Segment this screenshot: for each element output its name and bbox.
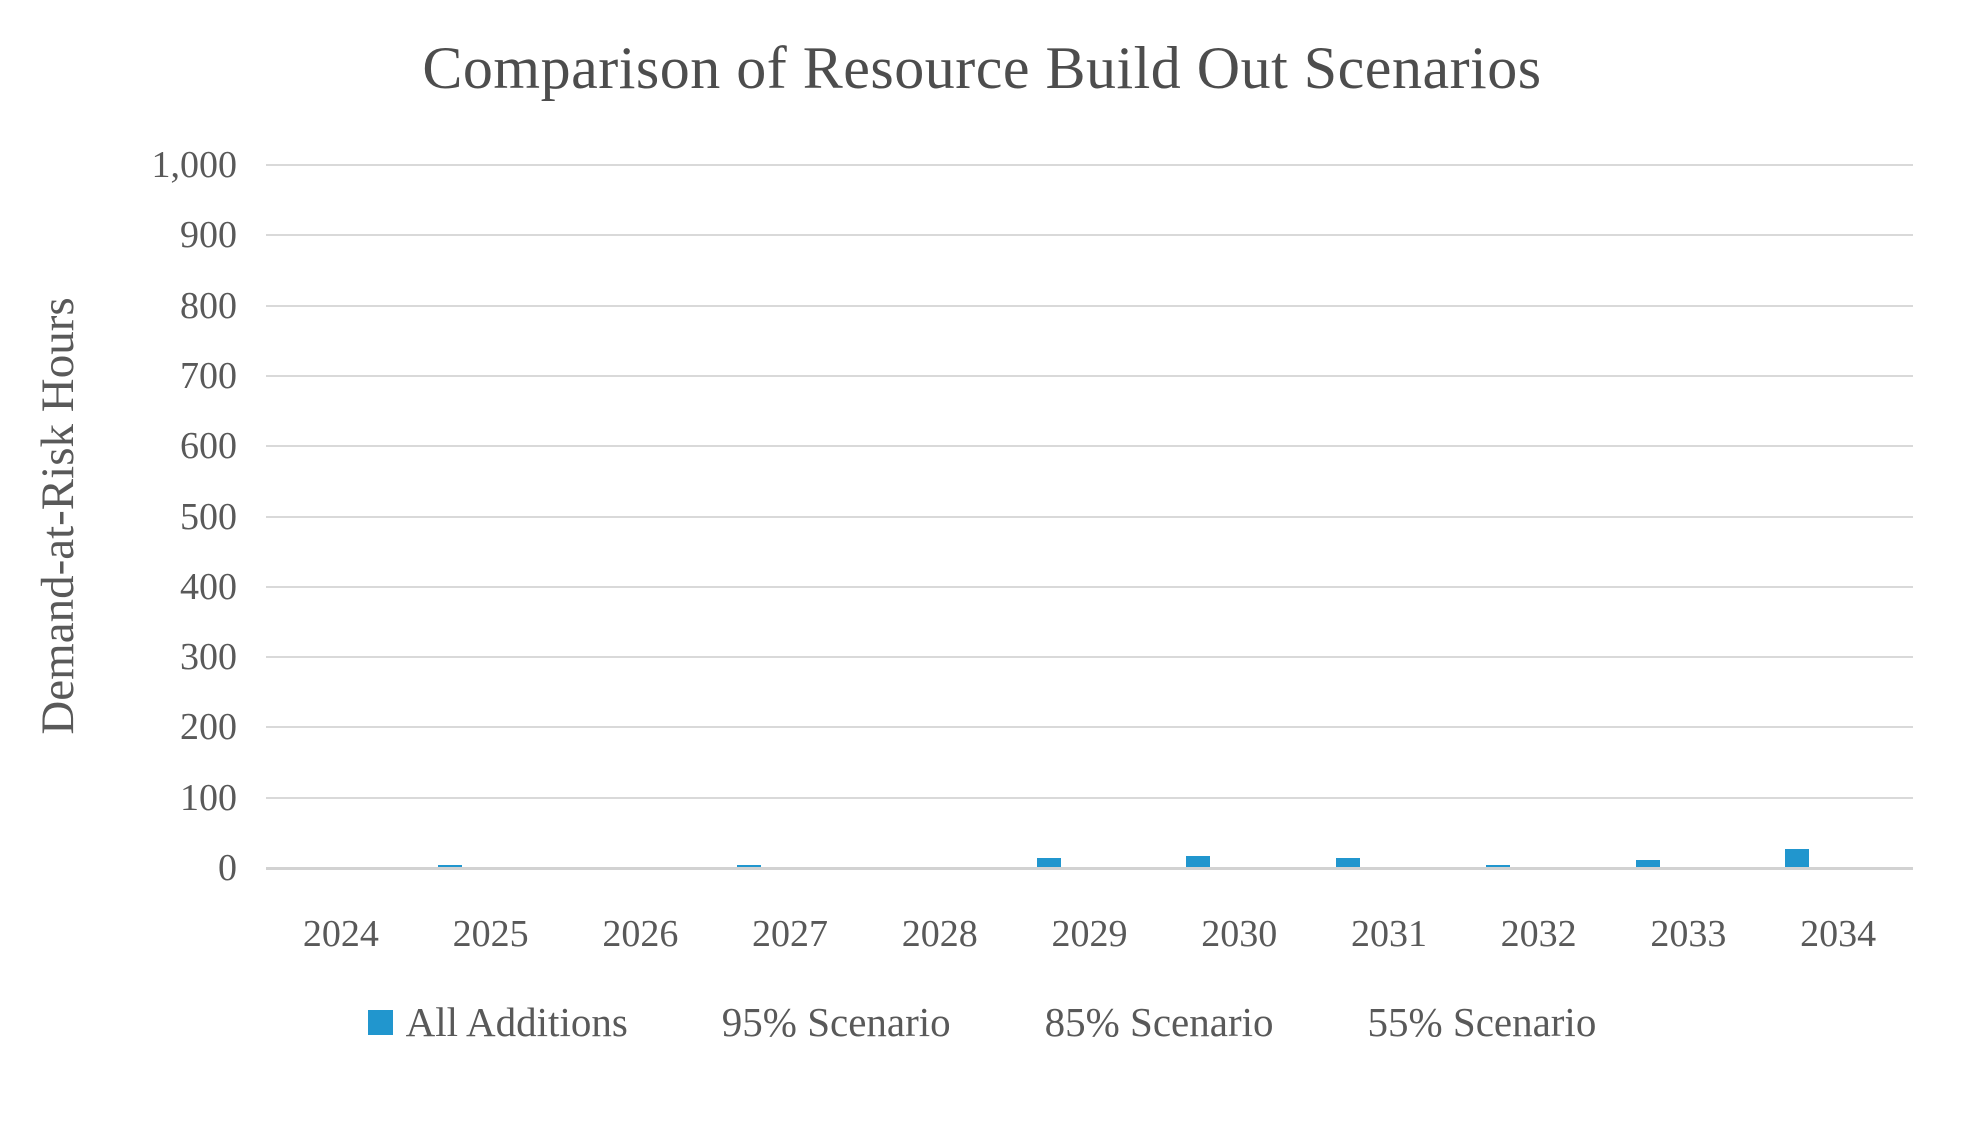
gridline-1,000 bbox=[266, 164, 1913, 166]
y-tick-label-400: 400 bbox=[180, 565, 237, 608]
y-tick-label-200: 200 bbox=[180, 706, 237, 749]
x-tick-label-2029: 2029 bbox=[1051, 913, 1128, 955]
y-tick-label-800: 800 bbox=[180, 284, 237, 327]
x-tick-label-2032: 2032 bbox=[1500, 913, 1577, 955]
bar-all-additions-2033 bbox=[1635, 860, 1660, 867]
chart-title: Comparison of Resource Build Out Scenari… bbox=[422, 35, 1542, 101]
legend-swatch-icon bbox=[683, 1009, 709, 1035]
legend-swatch-icon bbox=[1329, 1009, 1355, 1035]
gridline-400 bbox=[266, 585, 1913, 588]
legend-item-95-scenario: 95% Scenario bbox=[683, 998, 951, 1046]
legend-swatch-icon bbox=[1006, 1009, 1032, 1035]
legend-item-all-additions: All Additions bbox=[367, 998, 628, 1046]
x-tick-label-2034: 2034 bbox=[1800, 913, 1877, 955]
legend: All Additions 95% Scenario 85% Scenario 55%… bbox=[0, 998, 1964, 1046]
gridline-800 bbox=[266, 304, 1913, 307]
y-tick-label-1,000: 1,000 bbox=[151, 144, 238, 186]
y-tick-label-100: 100 bbox=[180, 776, 237, 819]
legend-item-55-scenario: 55% Scenario bbox=[1329, 998, 1596, 1046]
x-tick-label-2027: 2027 bbox=[752, 913, 829, 955]
legend-label: 85% Scenario bbox=[1044, 999, 1274, 1045]
y-axis-title: Demand-at-Risk Hours bbox=[32, 297, 84, 735]
y-tick-label-900: 900 bbox=[180, 214, 237, 257]
x-tick-label-2033: 2033 bbox=[1650, 913, 1727, 955]
gridline-100 bbox=[266, 796, 1913, 799]
gridline-900 bbox=[266, 234, 1913, 237]
x-axis-baseline bbox=[266, 867, 1913, 870]
legend-swatch-icon bbox=[367, 1009, 393, 1035]
gridline-600 bbox=[266, 445, 1913, 448]
y-tick-label-700: 700 bbox=[180, 354, 237, 397]
y-tick-label-500: 500 bbox=[180, 495, 237, 538]
legend-label: All Additions bbox=[405, 999, 628, 1045]
legend-item-85-scenario: 85% Scenario bbox=[1006, 998, 1274, 1046]
gridline-500 bbox=[266, 515, 1913, 518]
bar-all-additions-2034 bbox=[1785, 849, 1810, 867]
gridline-300 bbox=[266, 656, 1913, 659]
x-tick-label-2024: 2024 bbox=[302, 913, 379, 955]
y-tick-label-300: 300 bbox=[180, 636, 237, 679]
bar-all-additions-2029 bbox=[1036, 858, 1061, 867]
legend-label: 55% Scenario bbox=[1367, 999, 1597, 1045]
x-tick-label-2025: 2025 bbox=[452, 913, 529, 955]
bar-all-additions-2032 bbox=[1485, 865, 1510, 867]
bar-all-additions-2031 bbox=[1336, 858, 1361, 867]
y-tick-label-0: 0 bbox=[218, 847, 237, 889]
x-tick-label-2031: 2031 bbox=[1350, 913, 1427, 955]
gridline-200 bbox=[266, 726, 1913, 729]
bar-all-additions-2025 bbox=[437, 865, 462, 867]
y-tick-label-600: 600 bbox=[180, 425, 237, 468]
legend-label: 95% Scenario bbox=[721, 999, 951, 1045]
bar-all-additions-2030 bbox=[1186, 856, 1211, 867]
x-tick-label-2028: 2028 bbox=[901, 913, 978, 955]
bar-all-additions-2027 bbox=[737, 865, 762, 867]
x-tick-label-2026: 2026 bbox=[602, 913, 679, 955]
x-tick-label-2030: 2030 bbox=[1201, 913, 1278, 955]
gridline-700 bbox=[266, 374, 1913, 377]
